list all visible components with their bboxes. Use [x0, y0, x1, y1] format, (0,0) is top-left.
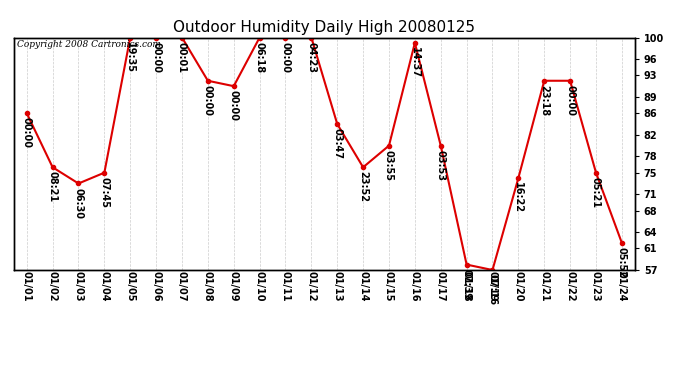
Text: 00:00: 00:00	[203, 85, 213, 116]
Text: 00:00: 00:00	[281, 42, 290, 73]
Text: 00:00: 00:00	[22, 117, 32, 148]
Text: 00:00: 00:00	[229, 90, 239, 122]
Text: 07:45: 07:45	[99, 177, 109, 208]
Text: 04:23: 04:23	[306, 42, 316, 73]
Text: 00:00: 00:00	[565, 85, 575, 116]
Text: 05:52: 05:52	[617, 247, 627, 278]
Text: 06:18: 06:18	[255, 42, 264, 73]
Text: 03:55: 03:55	[384, 150, 394, 181]
Title: Outdoor Humidity Daily High 20080125: Outdoor Humidity Daily High 20080125	[173, 20, 475, 35]
Text: 08:21: 08:21	[48, 171, 57, 202]
Text: 19:35: 19:35	[126, 42, 135, 73]
Text: 05:21: 05:21	[591, 177, 601, 208]
Text: 03:47: 03:47	[333, 128, 342, 159]
Text: 16:22: 16:22	[513, 182, 523, 213]
Text: 06:30: 06:30	[74, 188, 83, 219]
Text: 07:39: 07:39	[462, 269, 471, 300]
Text: 00:01: 00:01	[177, 42, 187, 73]
Text: 03:53: 03:53	[436, 150, 446, 181]
Text: 14:37: 14:37	[410, 47, 420, 78]
Text: Copyright 2008 Cartronics.com: Copyright 2008 Cartronics.com	[17, 40, 161, 49]
Text: 00:00: 00:00	[151, 42, 161, 73]
Text: 23:18: 23:18	[540, 85, 549, 116]
Text: 23:52: 23:52	[358, 171, 368, 202]
Text: 07:16: 07:16	[488, 274, 497, 305]
